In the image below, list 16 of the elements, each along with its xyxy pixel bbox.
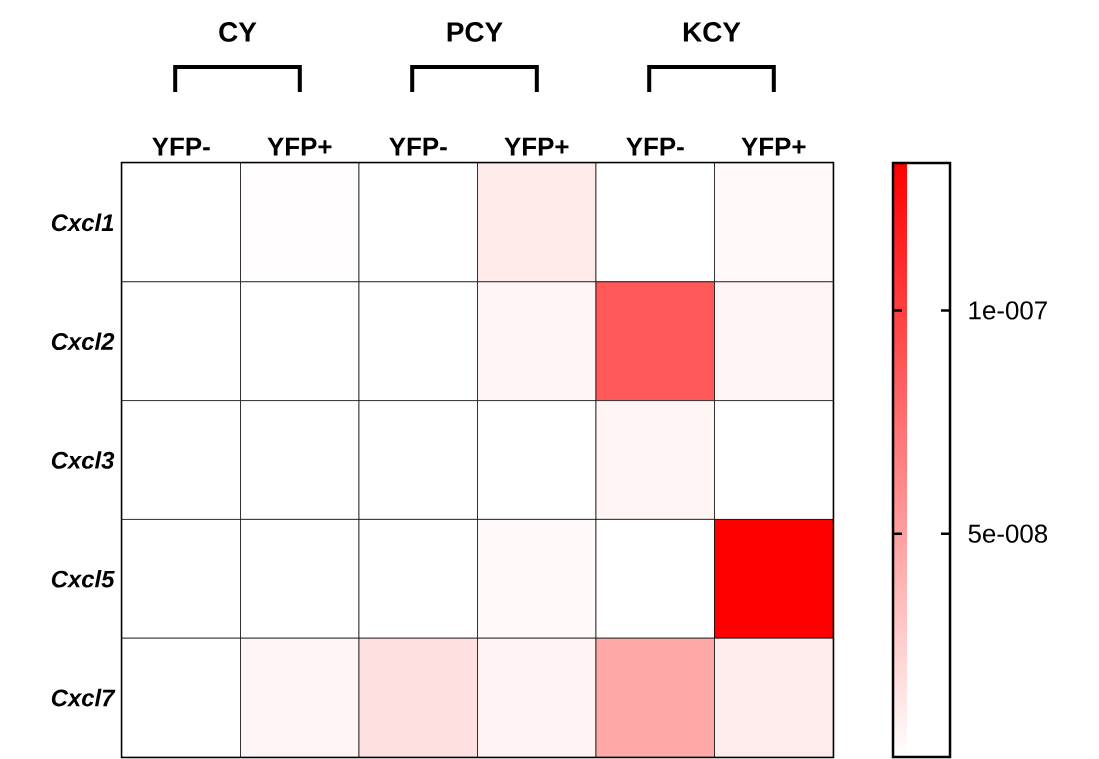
y-tick-label: Cxcl2: [51, 332, 115, 350]
x-tick-label: YFP-: [389, 137, 447, 156]
x-tick-label: YFP-: [626, 137, 684, 156]
y-tick-label: Cxcl1: [51, 213, 114, 232]
text: CY: [219, 22, 257, 42]
color-bar-label: 1e-007: [969, 301, 1047, 320]
x-tick-label: YFP-: [152, 137, 210, 156]
x-tick-label: YFP+: [741, 137, 806, 156]
y-tick-label: Cxcl5: [51, 570, 115, 588]
text: PCY: [447, 22, 503, 42]
x-tick-label: YFP+: [267, 137, 332, 156]
y-tick-label: Cxcl3: [51, 451, 115, 469]
color-bar-label: 5e-008: [968, 524, 1048, 543]
text: KCY: [683, 22, 741, 42]
x-tick-label: YFP+: [504, 137, 569, 156]
y-tick-label: Cxcl7: [51, 688, 116, 707]
